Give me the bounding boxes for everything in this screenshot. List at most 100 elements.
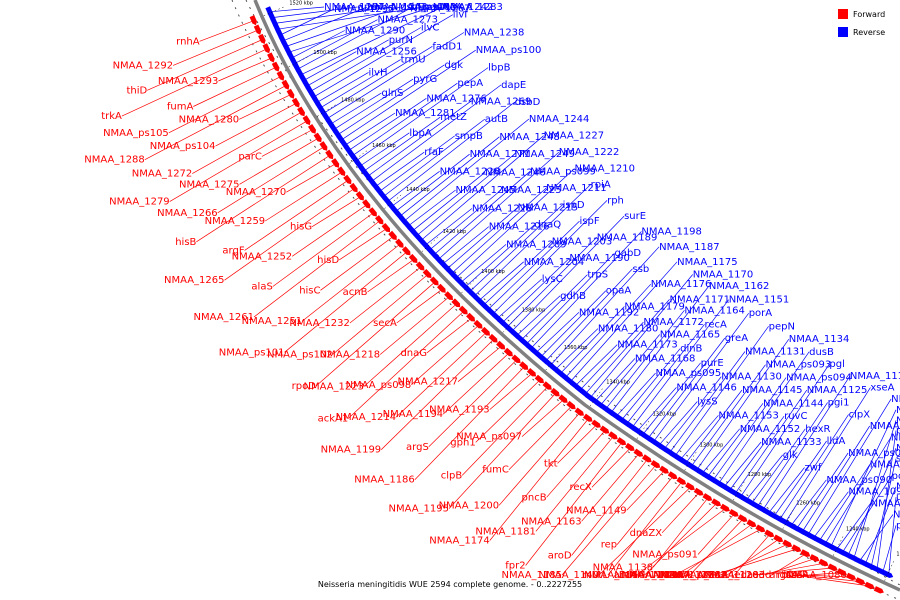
gene-label-reverse: fadD1: [432, 41, 462, 52]
gene-label-forward: NMAA_ps091: [632, 550, 698, 561]
gene-label-forward: hisB: [175, 237, 196, 248]
gene-label-reverse: NMAA_1222: [559, 147, 620, 158]
gene-label-reverse: porA: [749, 308, 773, 319]
leader-line-reverse: [371, 84, 502, 182]
tick-label: 1520 kbp: [289, 0, 313, 6]
gene-label-forward: NMAA_1214: [336, 412, 397, 423]
gene-label-reverse: NMAA_1172: [643, 317, 704, 328]
gene-label-reverse: NMAA_1080: [896, 415, 900, 426]
leader-line-reverse: [408, 189, 456, 227]
gene-label-reverse: pdxH: [892, 471, 900, 482]
gene-feature-forward: [550, 387, 560, 397]
leader-line-forward: [753, 567, 834, 576]
leader-line-reverse: [403, 118, 530, 222]
leader-line-forward: [571, 458, 648, 556]
gene-label-reverse: NMAA_1283: [442, 2, 503, 13]
leader-line-reverse: [460, 244, 507, 283]
gene-label-reverse: NMAA_ps103: [391, 2, 457, 13]
gene-label-reverse: NMAA_ps088: [870, 421, 900, 432]
gene-label-reverse: NMAA_1276: [426, 93, 487, 104]
tick-line: [733, 479, 746, 501]
gene-label-reverse: NMAA_1281: [395, 108, 456, 119]
gene-feature-forward: [558, 394, 568, 403]
leader-line-forward: [442, 352, 510, 415]
leader-line-reverse: [796, 452, 849, 529]
gene-label-forward: NMAA_1147: [629, 570, 690, 581]
gene-label-reverse: NMAA_ps099: [530, 166, 596, 177]
gene-label-forward: acnB: [343, 287, 368, 298]
gene-label-reverse: NMAA_1168: [635, 354, 696, 365]
gene-label-forward: NMAA_1126: [660, 570, 721, 581]
gene-feature-forward: [473, 319, 483, 329]
gene-label-forward: NMAA_1193: [429, 405, 490, 416]
gene-label-reverse: pepN: [769, 321, 795, 332]
gene-feature-forward: [791, 544, 802, 553]
gene-label-reverse: NMAA_1190: [569, 253, 630, 264]
leader-line-reverse: [550, 246, 660, 366]
gene-feature-forward: [755, 524, 766, 533]
gene-label-reverse: glk: [783, 450, 798, 461]
gene-label-reverse: lldA: [827, 436, 846, 447]
leader-line-reverse: [653, 312, 749, 442]
gene-feature-forward: [481, 326, 490, 336]
leader-line-reverse: [303, 51, 357, 81]
gene-feature-forward: [313, 132, 322, 143]
gene-label-reverse: NMAA_1162: [709, 281, 770, 292]
leader-line-forward: [428, 359, 518, 448]
leader-line-forward: [215, 102, 297, 147]
leader-line-forward: [489, 418, 589, 541]
gene-feature-forward: [362, 199, 371, 209]
leader-line-reverse: [429, 189, 502, 251]
gene-label-reverse: pgi1: [828, 397, 850, 408]
gene-feature-forward: [711, 498, 722, 507]
gene-label-forward: dnaG: [400, 348, 427, 359]
gene-label-forward: NMAA_1261: [193, 312, 254, 323]
leader-line-reverse: [399, 136, 500, 217]
gene-label-reverse: dnaQ: [534, 220, 561, 231]
gene-label-reverse: NMAA_1198: [641, 227, 702, 238]
leader-line-forward: [192, 111, 302, 174]
gene-label-reverse: NMAA_1153: [718, 410, 779, 421]
gene-label-forward: NMAA_1194: [383, 409, 444, 420]
gene-label-forward: rpoD: [292, 381, 317, 392]
gene-label-reverse: NMAA_1173: [617, 340, 678, 351]
leader-line-reverse: [488, 220, 580, 310]
leader-line-reverse: [300, 6, 443, 76]
gene-label-reverse: NMAA_1297: [324, 2, 385, 13]
leader-line-reverse: [447, 207, 518, 269]
gene-label-forward: hisC: [299, 285, 320, 296]
gene-label-forward: NMAA_1292: [113, 60, 174, 71]
leader-line-reverse: [779, 414, 849, 520]
leader-line-reverse: [341, 49, 476, 141]
tick-label: 1440 kbp: [406, 187, 430, 193]
gene-label-forward: NMAA_1266: [157, 208, 218, 219]
leader-line-reverse: [465, 224, 535, 288]
gene-feature-forward: [667, 471, 678, 480]
tick-label: 1480 kbp: [341, 97, 365, 103]
tick-label: 1340 kbp: [606, 379, 630, 385]
gene-label-forward: alaS: [251, 282, 272, 293]
gene-label-forward: NMAA_1103: [704, 570, 765, 581]
gene-label-reverse: NMAA_1180: [598, 324, 659, 335]
leader-line-reverse: [813, 491, 849, 538]
leader-line-forward: [380, 338, 495, 450]
gene-label-reverse: NMAA_1081: [896, 443, 900, 454]
gene-label-forward: NMAA_1138: [593, 562, 654, 573]
gene-label-reverse: NMAA_1242: [433, 2, 494, 13]
gene-feature-forward: [381, 223, 390, 233]
gene-label-reverse: NMAA_1210: [575, 164, 636, 175]
gene-feature-forward: [308, 124, 316, 134]
gene-feature-forward: [782, 539, 793, 548]
tick-line: [317, 103, 338, 117]
leader-line-forward: [808, 572, 843, 576]
leader-line-reverse: [621, 348, 681, 421]
gene-label-reverse: NMAA_1151: [729, 295, 790, 306]
gene-feature-forward: [408, 253, 418, 263]
leader-line-reverse: [511, 215, 625, 332]
gene-label-reverse: NMAA_1203: [552, 237, 613, 248]
gene-label-forward: fumA: [167, 102, 194, 113]
gene-label-reverse: NMAA_ps094: [786, 373, 852, 384]
leader-line-forward: [363, 303, 457, 387]
leader-line-reverse: [451, 187, 547, 274]
leader-line-reverse: [819, 464, 871, 541]
